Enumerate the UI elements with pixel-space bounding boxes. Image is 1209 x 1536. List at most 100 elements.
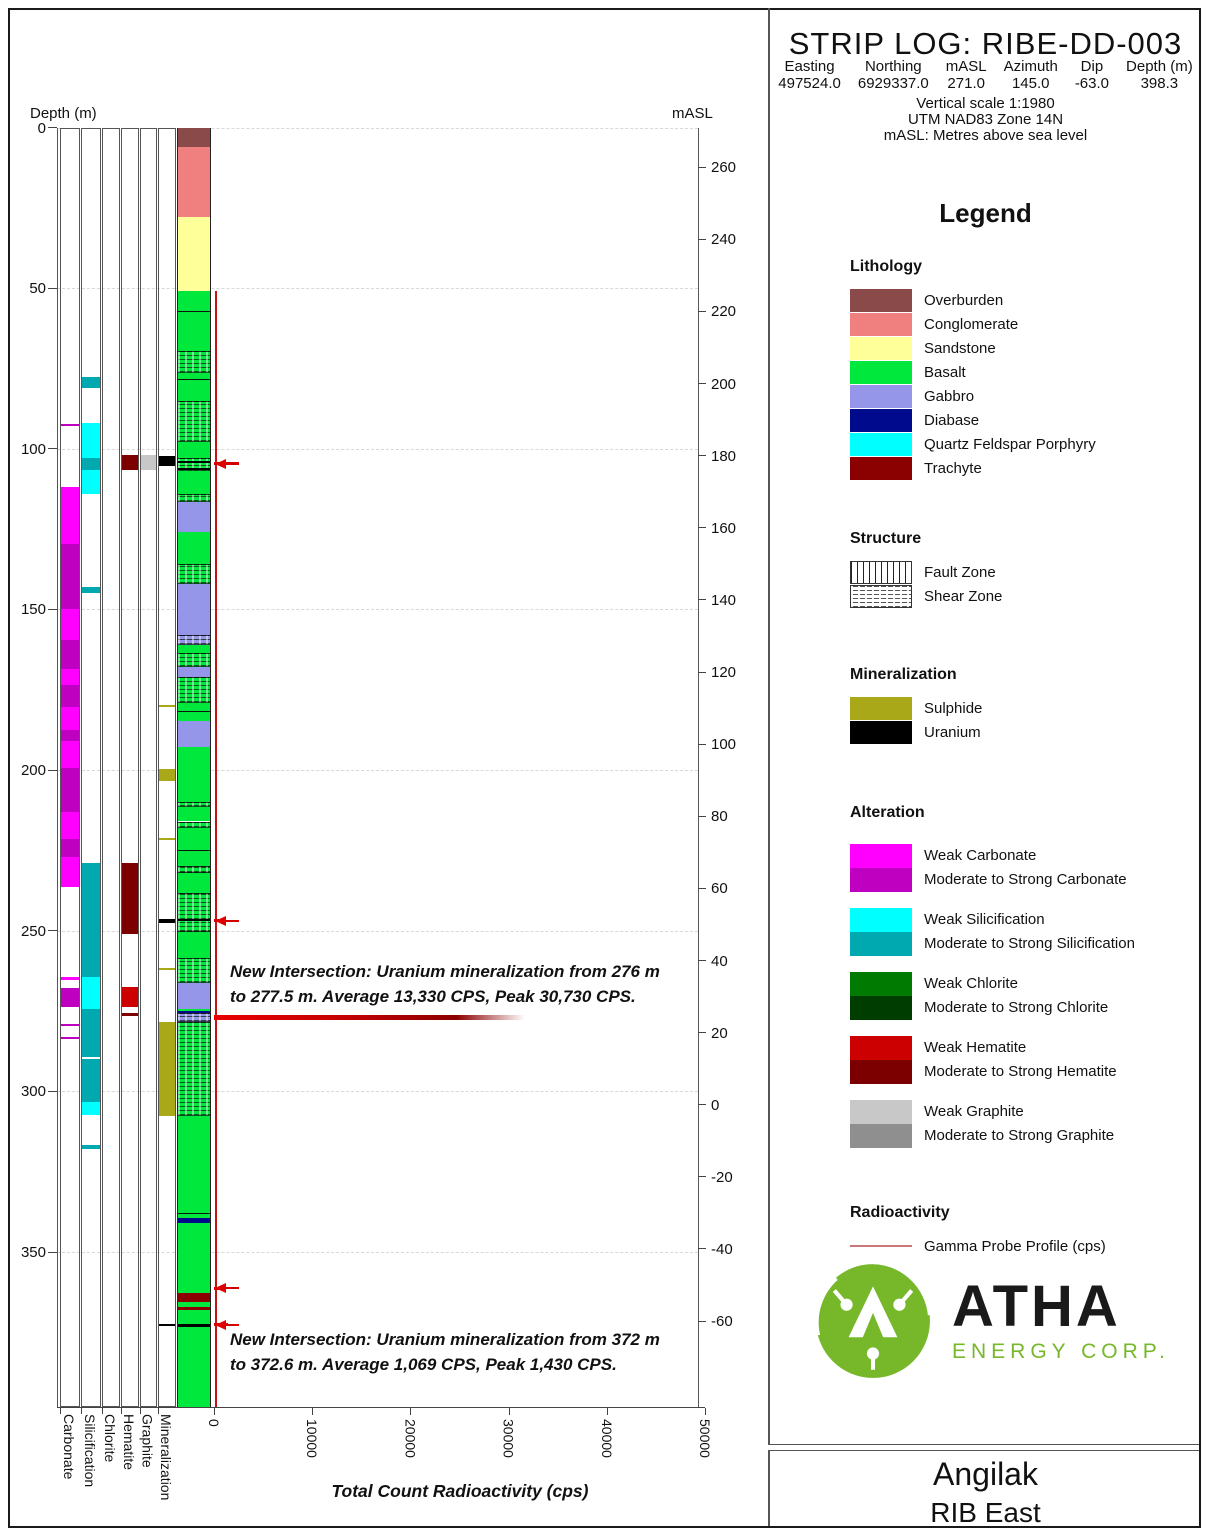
weak-label: Weak Carbonate bbox=[924, 847, 1037, 864]
meta-value: 271.0 bbox=[947, 75, 985, 92]
legend-swatch-icon bbox=[850, 312, 912, 336]
legend-item-label: Gabbro bbox=[924, 387, 975, 405]
depth-tick-label: 50 bbox=[29, 280, 46, 298]
legend-item: Gamma Probe Profile (cps) bbox=[850, 1234, 1106, 1258]
alteration-hematite-strong bbox=[122, 455, 138, 470]
strip-log-plot: Depth (m) mASL Total Count Radioactivity… bbox=[20, 105, 737, 1501]
legend-item-label: Trachyte bbox=[924, 459, 982, 477]
mineralization-sulphide bbox=[159, 1021, 175, 1117]
masl-tick bbox=[698, 1032, 706, 1034]
shear-zone-overlay bbox=[178, 958, 210, 983]
meta-label: mASL bbox=[945, 58, 987, 75]
legend-swatch-icon bbox=[850, 360, 912, 384]
lith-contact-line bbox=[178, 1212, 210, 1214]
footer-divider bbox=[768, 1444, 1199, 1445]
meta-label: Northing bbox=[864, 58, 922, 75]
legend-item-label: Gamma Probe Profile (cps) bbox=[924, 1237, 1106, 1255]
depth-tick-label: 250 bbox=[20, 922, 46, 940]
gamma-line-swatch-icon bbox=[850, 1245, 912, 1247]
collar-meta-item: Depth (m) 398.3 bbox=[1126, 58, 1193, 92]
weak-label: Weak Graphite bbox=[924, 1103, 1024, 1120]
column-footer-label: Graphite bbox=[139, 1414, 156, 1468]
depth-gridline bbox=[57, 770, 698, 772]
alteration-swatch-stack bbox=[850, 1036, 912, 1084]
legend-item: Overburden bbox=[850, 288, 1096, 312]
brand-text: ATHA ENERGY CORP. bbox=[952, 1278, 1170, 1364]
column-graphite bbox=[140, 127, 157, 1408]
mineralization-sulphide bbox=[159, 837, 175, 840]
legend-radioactivity: Radioactivity Gamma Probe Profile (cps) bbox=[850, 1204, 1106, 1258]
masl-tick-label: 240 bbox=[711, 231, 737, 249]
alteration-carbonate-weak bbox=[61, 668, 79, 685]
masl-tick-label: 140 bbox=[711, 591, 737, 609]
alteration-carbonate-strong bbox=[61, 684, 79, 708]
depth-tick bbox=[48, 769, 57, 771]
legend-item: Sandstone bbox=[850, 336, 1096, 360]
column-footer-label: Chlorite bbox=[102, 1414, 118, 1463]
shear-zone-overlay bbox=[178, 652, 210, 668]
masl-tick-label: 200 bbox=[711, 375, 737, 393]
masl-tick bbox=[698, 1320, 706, 1322]
gamma-spike-arrow-icon bbox=[215, 915, 226, 926]
meta-label: Easting bbox=[784, 58, 835, 75]
cps-tick bbox=[508, 1408, 510, 1416]
uranium-mark bbox=[178, 919, 210, 922]
lith-interval-basalt bbox=[178, 532, 210, 565]
legend-swatch-icon bbox=[850, 696, 912, 720]
note-line: mASL: Metres above sea level bbox=[883, 127, 1088, 144]
page-border bbox=[8, 8, 1201, 1528]
meta-label: Dip bbox=[1080, 58, 1104, 75]
masl-tick bbox=[698, 238, 706, 240]
alteration-graphite-weak bbox=[141, 455, 156, 470]
depth-axis-line bbox=[56, 127, 58, 1408]
legend-item: Conglomerate bbox=[850, 312, 1096, 336]
masl-tick bbox=[698, 599, 706, 601]
shear-zone-overlay bbox=[178, 802, 210, 808]
masl-tick-label: 120 bbox=[711, 664, 737, 681]
lith-interval-basalt bbox=[178, 1009, 210, 1012]
alteration-labels: Weak Hematite Moderate to Strong Hematite bbox=[924, 1036, 1135, 1084]
shear-zone-overlay bbox=[178, 1013, 210, 1022]
masl-tick-label: 20 bbox=[711, 1024, 728, 1042]
alteration-carbonate-weak bbox=[61, 741, 79, 769]
gamma-spike-arrow-tail bbox=[226, 462, 239, 465]
alteration-labels: Weak Carbonate Moderate to Strong Carbona… bbox=[924, 844, 1135, 892]
alteration-carbonate-strong bbox=[61, 729, 79, 742]
legend-section-heading: Radioactivity bbox=[850, 1204, 950, 1221]
alteration-carbonate-weak bbox=[61, 609, 79, 640]
legend-item: Shear Zone bbox=[850, 584, 1002, 608]
alteration-silicification-strong bbox=[82, 1058, 100, 1102]
cps-tick bbox=[312, 1408, 314, 1416]
alteration-carbonate-weak bbox=[61, 977, 79, 980]
lith-interval-overburden bbox=[178, 127, 210, 147]
alteration-carbonate-weak bbox=[61, 856, 79, 887]
footer-divider-2 bbox=[768, 1450, 1199, 1451]
legend-swatch-icon bbox=[850, 432, 912, 456]
strong-swatch-icon bbox=[850, 868, 912, 892]
legend-item-label: Basalt bbox=[924, 363, 966, 381]
shear-zone-overlay bbox=[178, 893, 210, 933]
alteration-silicification-weak bbox=[82, 977, 100, 1010]
masl-tick-label: 220 bbox=[711, 303, 737, 321]
uranium-mark bbox=[178, 468, 210, 471]
intersection-annotation: New Intersection: Uranium mineralization… bbox=[230, 1327, 660, 1377]
lith-interval-basalt bbox=[178, 702, 210, 722]
masl-tick-label: 260 bbox=[711, 159, 737, 177]
depth-tick-label: 200 bbox=[20, 762, 46, 780]
depth-tick-label: 0 bbox=[37, 119, 46, 137]
masl-tick-label: 160 bbox=[711, 519, 737, 537]
lith-interval-basalt bbox=[178, 291, 210, 351]
weak-swatch-icon bbox=[850, 844, 912, 868]
legend-item-label: Sandstone bbox=[924, 339, 996, 357]
lith-contact-line bbox=[178, 710, 210, 712]
alteration-carbonate-strong bbox=[61, 1023, 79, 1026]
gamma-spike-major bbox=[214, 1015, 525, 1020]
lith-interval-basalt bbox=[178, 442, 210, 458]
collar-meta-item: Dip -63.0 bbox=[1075, 58, 1109, 92]
depth-tick bbox=[48, 1251, 57, 1253]
alteration-swatch-stack bbox=[850, 972, 912, 1020]
alteration-carbonate-strong bbox=[61, 639, 79, 669]
alteration-swatch-stack bbox=[850, 908, 912, 956]
project-area: RIB East bbox=[930, 1497, 1041, 1528]
masl-tick-label: 100 bbox=[711, 736, 737, 754]
